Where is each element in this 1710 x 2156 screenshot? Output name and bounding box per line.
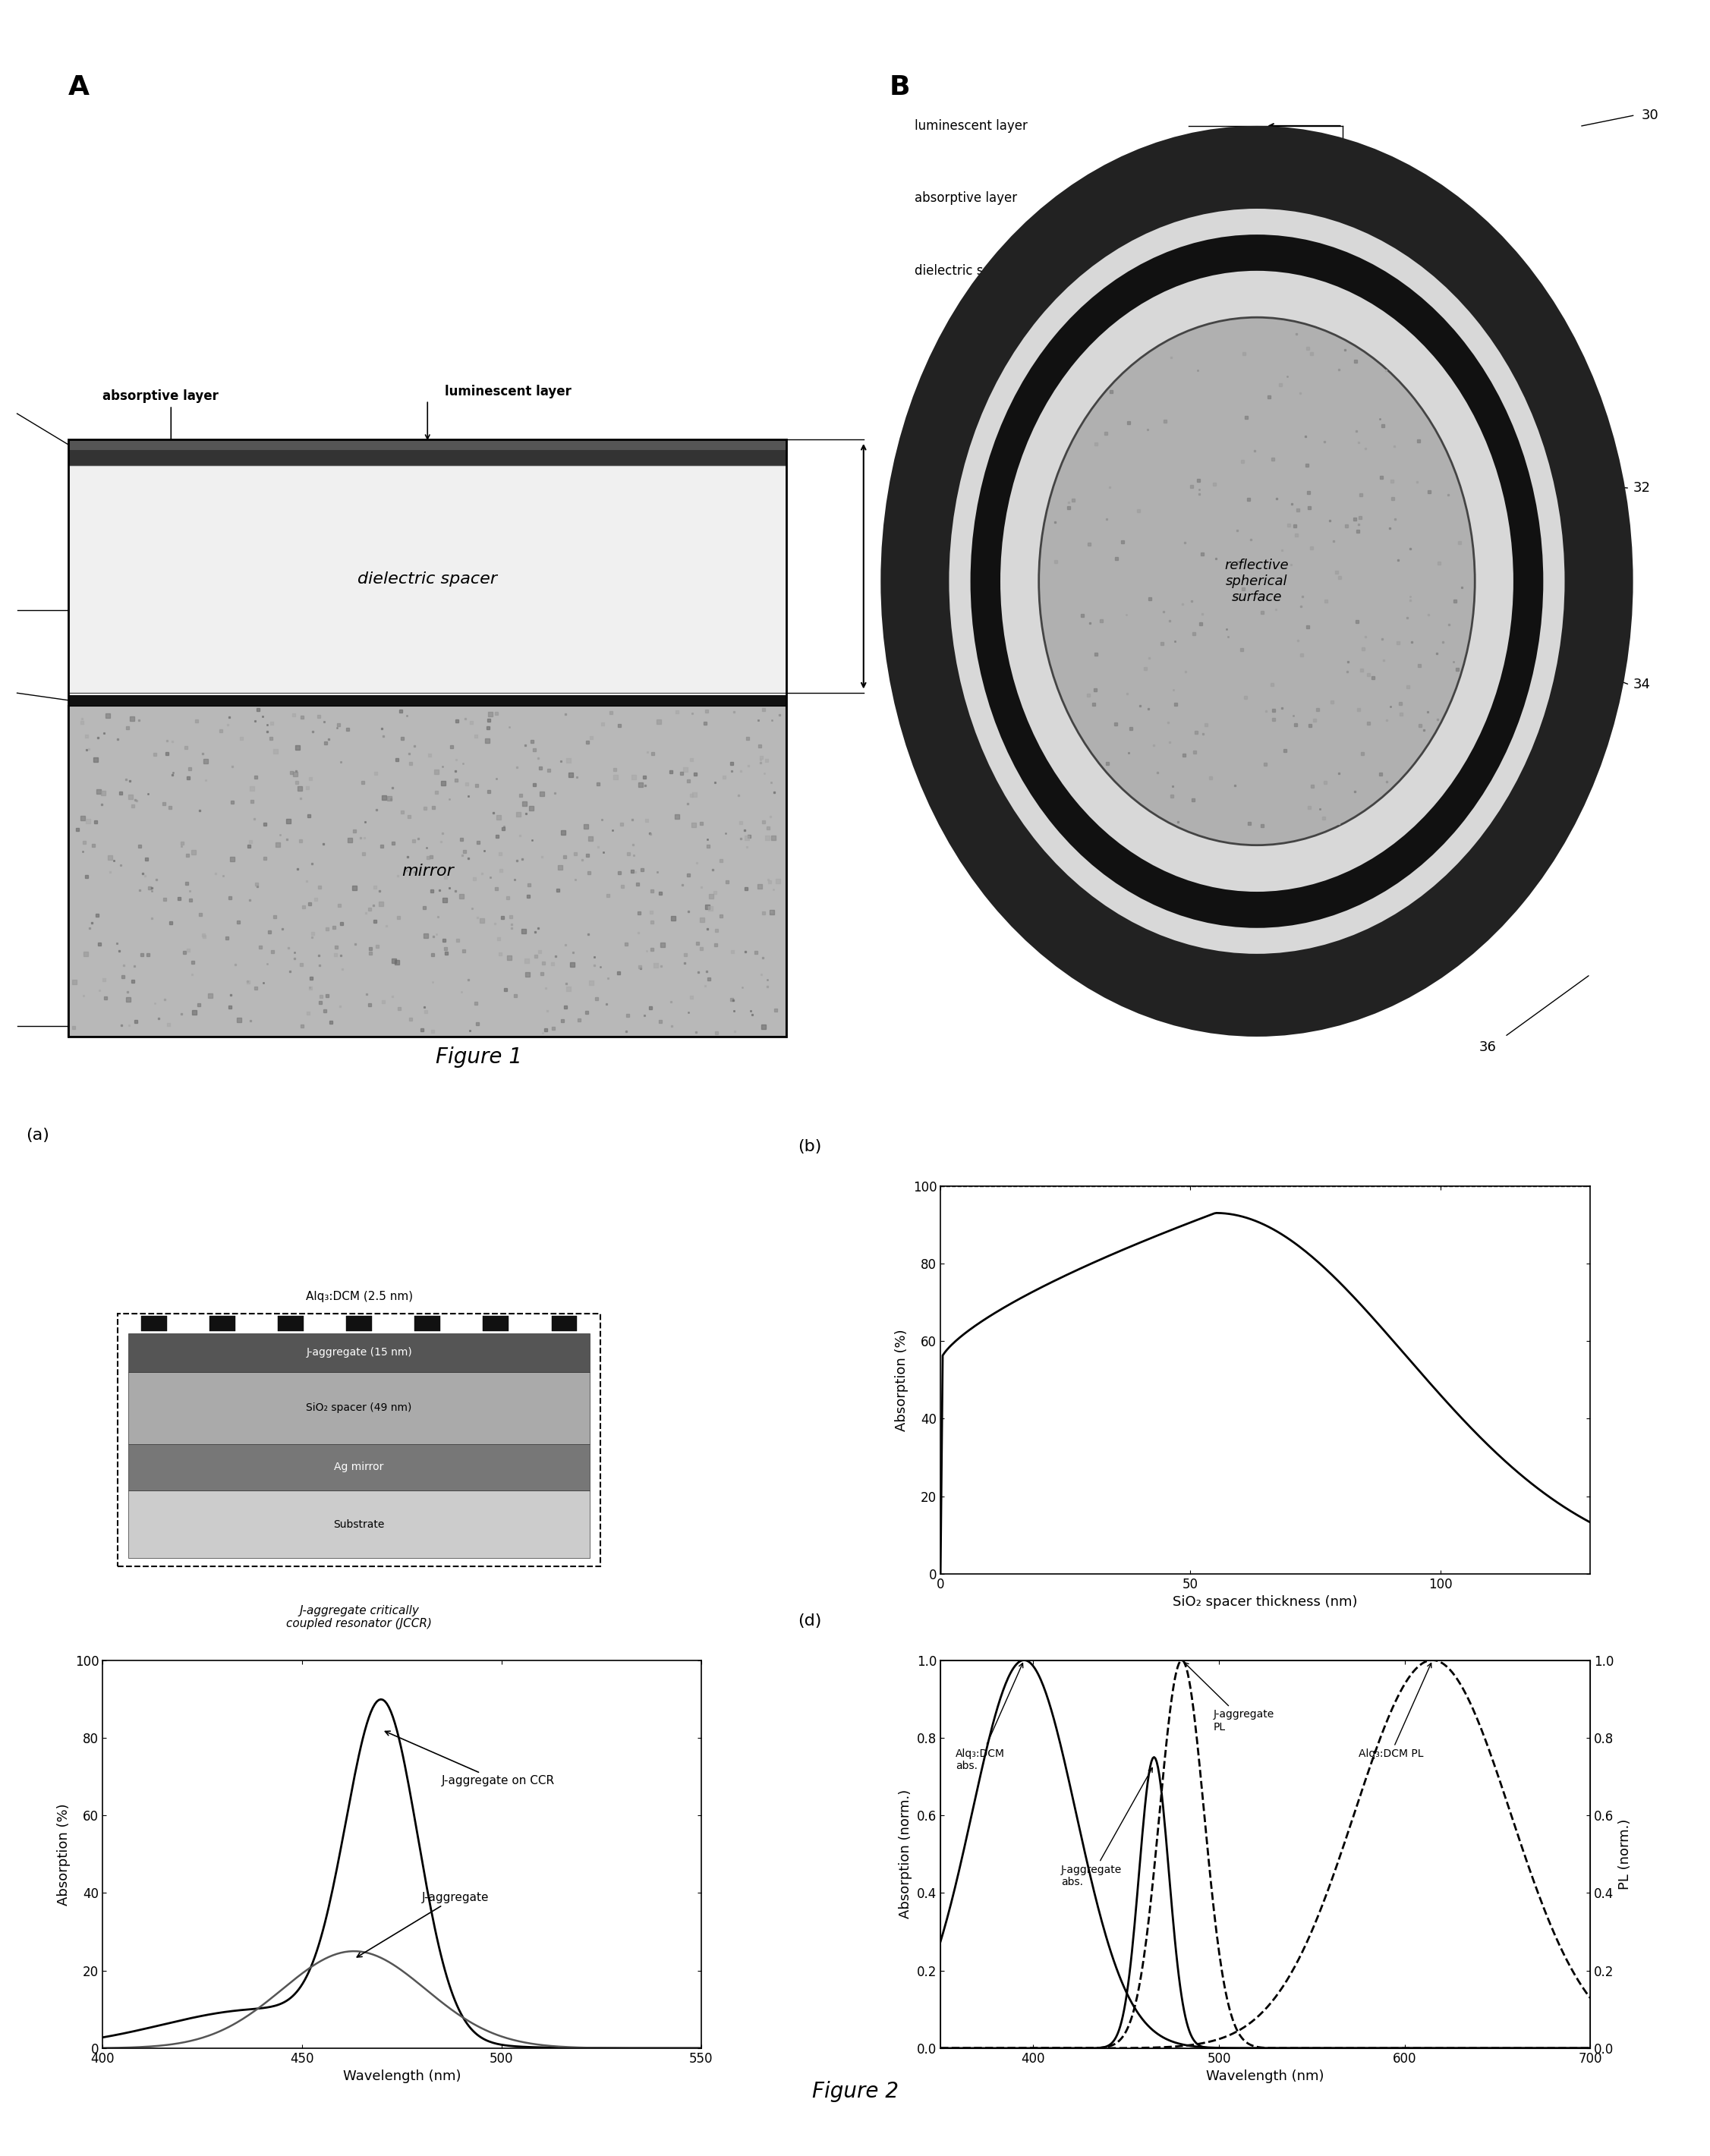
Text: Figure 2: Figure 2 [812,2081,898,2102]
Text: absorptive layer: absorptive layer [103,390,219,403]
Ellipse shape [949,209,1565,953]
Bar [209,1315,234,1330]
Bar [68,694,787,705]
Y-axis label: Absorption (%): Absorption (%) [894,1328,908,1432]
Bar [68,457,787,466]
Text: (b): (b) [797,1138,821,1153]
Bar [277,1315,303,1330]
Text: luminescent layer: luminescent layer [445,384,571,399]
X-axis label: Wavelength (nm): Wavelength (nm) [342,2070,462,2083]
Ellipse shape [1000,272,1513,893]
Bar [68,440,787,1037]
Ellipse shape [970,235,1542,927]
Bar [345,1315,371,1330]
Ellipse shape [881,125,1633,1037]
Text: Alq₃:DCM PL: Alq₃:DCM PL [1358,1662,1431,1759]
Bar [68,705,787,1037]
Text: Substrate: Substrate [333,1520,385,1531]
Text: J-aggregate critically
coupled resonator (JCCR): J-aggregate critically coupled resonator… [286,1604,433,1630]
Bar [140,1315,166,1330]
Bar [551,1315,576,1330]
Y-axis label: Absorption (%): Absorption (%) [56,1802,70,1906]
X-axis label: SiO₂ spacer thickness (nm): SiO₂ spacer thickness (nm) [1173,1595,1358,1608]
Text: J-aggregate (15 nm): J-aggregate (15 nm) [306,1348,412,1358]
Bar [128,1445,590,1490]
Bar [68,466,787,692]
Text: SiO₂ spacer (49 nm): SiO₂ spacer (49 nm) [306,1404,412,1414]
Text: mirror: mirror [402,862,453,880]
Text: Ag mirror: Ag mirror [333,1462,385,1473]
Text: 28: 28 [889,558,906,573]
Text: reflective
spherical
surface: reflective spherical surface [1224,558,1289,604]
Text: dielectric spacer: dielectric spacer [915,263,1019,278]
Text: 36: 36 [1479,1039,1496,1054]
Text: 30: 30 [1642,108,1659,123]
Text: Alq₃:DCM (2.5 nm): Alq₃:DCM (2.5 nm) [306,1291,412,1302]
Text: A: A [68,73,89,99]
Text: absorptive layer: absorptive layer [915,192,1017,205]
Bar [414,1315,441,1330]
Text: luminescent layer: luminescent layer [915,119,1028,134]
Bar [128,1490,590,1559]
Text: J-aggregate
PL: J-aggregate PL [1185,1662,1274,1731]
Bar [128,1371,590,1445]
Text: dielectric spacer: dielectric spacer [357,571,498,586]
Bar [128,1332,590,1371]
Y-axis label: Absorption (norm.): Absorption (norm.) [899,1789,913,1919]
Text: B: B [889,73,910,99]
Text: J-aggregate on CCR: J-aggregate on CCR [385,1731,556,1787]
Text: 32: 32 [1633,481,1650,496]
Bar [68,451,787,466]
Text: (d): (d) [797,1613,821,1628]
Bar [482,1315,510,1330]
Text: Figure 1: Figure 1 [436,1046,522,1067]
Text: J-aggregate: J-aggregate [357,1891,489,1958]
Text: 34: 34 [1633,677,1650,692]
Text: J-aggregate
abs.: J-aggregate abs. [1062,1768,1153,1886]
Text: (a): (a) [26,1128,50,1143]
X-axis label: Wavelength (nm): Wavelength (nm) [1206,2070,1325,2083]
Y-axis label: PL (norm.): PL (norm.) [1618,1820,1631,1889]
Bar [118,1313,600,1565]
Ellipse shape [1040,317,1474,845]
Bar [68,440,787,451]
Text: Alq₃:DCM
abs.: Alq₃:DCM abs. [956,1662,1023,1770]
